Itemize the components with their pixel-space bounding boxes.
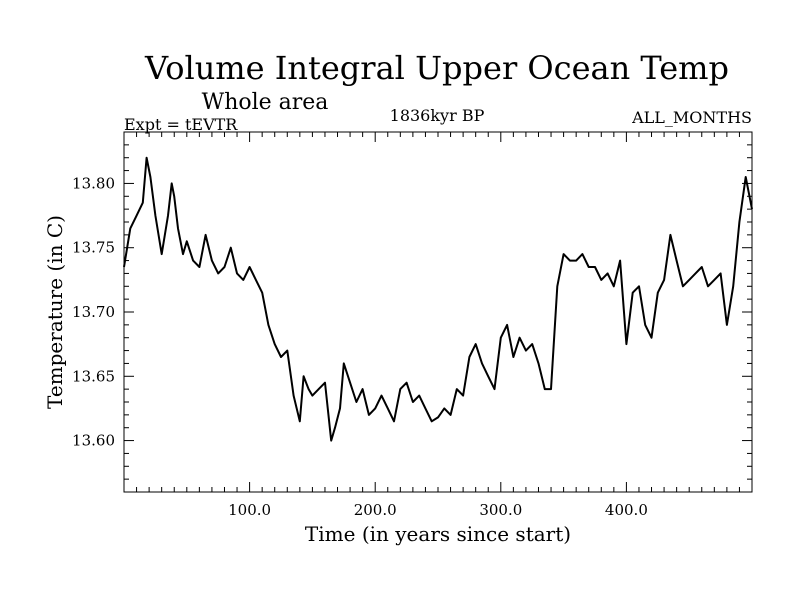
y-tick-label: 13.60 [72,432,115,450]
x-axis-label: Time (in years since start) [305,522,571,546]
x-axis: 100.0 200.0 300.0 400.0 [136,132,740,519]
y-tick-label: 13.65 [72,367,115,385]
chart-subtitle: Whole area [202,90,329,115]
y-tick-label: 13.70 [72,303,115,321]
y-tick-label: 13.80 [72,174,115,192]
x-tick-label: 200.0 [354,501,397,519]
y-tick-label: 13.75 [72,239,115,257]
x-tick-label: 400.0 [605,501,648,519]
temperature-series-line [123,156,753,442]
y-axis-label: Temperature (in C) [43,215,67,409]
period-label: 1836kyr BP [390,106,485,125]
experiment-label: Expt = tEVTR [124,115,238,134]
chart-title: Volume Integral Upper Ocean Temp [144,49,729,87]
x-tick-label: 300.0 [479,501,522,519]
y-axis: 13.60 13.65 13.70 13.75 13.80 [72,131,752,493]
months-label: ALL_MONTHS [631,108,752,127]
plot-frame [123,131,753,493]
x-tick-label: 100.0 [228,501,271,519]
